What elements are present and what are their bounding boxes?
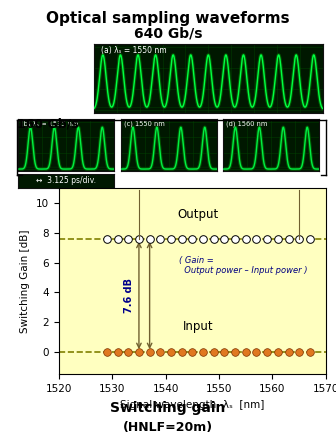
- Text: (a) λₛ = 1550 nm: (a) λₛ = 1550 nm: [101, 47, 167, 55]
- Y-axis label: Switching Gain [dB]: Switching Gain [dB]: [20, 229, 30, 333]
- X-axis label: Signal wavelength, λₛ  [nm]: Signal wavelength, λₛ [nm]: [120, 400, 264, 410]
- Text: 7.6 dB: 7.6 dB: [124, 278, 134, 313]
- Text: Switching gain: Switching gain: [110, 401, 226, 415]
- Text: (b) λₛ = 1535 nm: (b) λₛ = 1535 nm: [22, 121, 79, 127]
- Text: ( Gain =
  Output power – Input power ): ( Gain = Output power – Input power ): [179, 256, 307, 276]
- Text: 640 Gb/s: 640 Gb/s: [134, 27, 202, 41]
- Text: Input: Input: [182, 320, 213, 333]
- Text: ↔  3.125 ps/div.: ↔ 3.125 ps/div.: [36, 176, 96, 186]
- Text: Optical sampling waveforms: Optical sampling waveforms: [46, 11, 290, 26]
- Text: (c) 1550 nm: (c) 1550 nm: [124, 121, 165, 127]
- Text: Output: Output: [177, 208, 218, 221]
- Text: (HNLF=20m): (HNLF=20m): [123, 421, 213, 434]
- Text: (d) 1560 nm: (d) 1560 nm: [226, 121, 268, 127]
- Text: 160 Gb/s: 160 Gb/s: [17, 117, 78, 130]
